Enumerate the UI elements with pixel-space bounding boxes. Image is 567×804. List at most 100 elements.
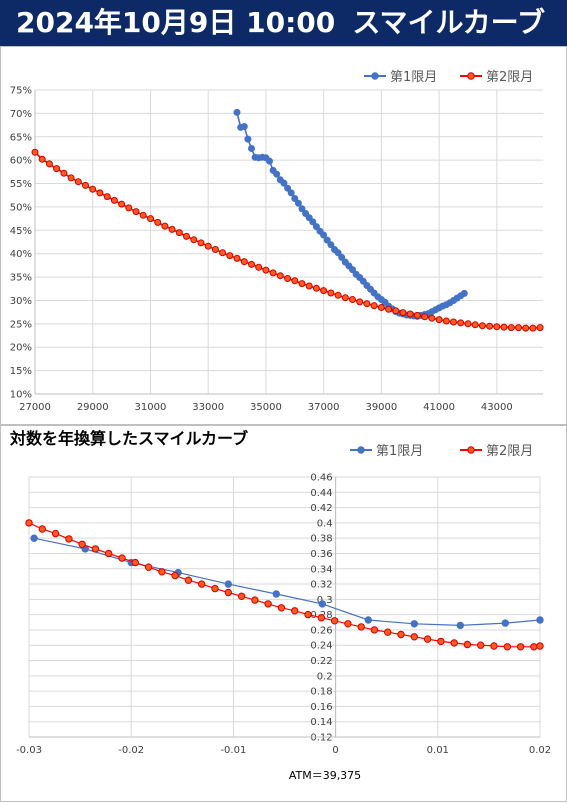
legend-marker bbox=[371, 72, 379, 80]
series-1-point bbox=[266, 157, 273, 165]
series-2-point bbox=[118, 554, 126, 562]
series-2-point bbox=[233, 254, 241, 262]
y-tick-label: 25% bbox=[10, 319, 32, 330]
series-2-point bbox=[413, 311, 421, 319]
series-2-point bbox=[251, 596, 259, 604]
y-tick-label: 70% bbox=[10, 109, 32, 120]
legend-label-1: 第1限月 bbox=[390, 70, 437, 85]
y-tick-label: 10% bbox=[10, 390, 32, 401]
series-2-point bbox=[463, 640, 472, 649]
y-tick-label: 0.46 bbox=[310, 473, 332, 484]
series-2-point bbox=[406, 310, 414, 318]
series-2-point bbox=[423, 635, 432, 643]
y-tick-label: 75% bbox=[10, 86, 32, 97]
series-2-point bbox=[171, 571, 179, 580]
series-2-point bbox=[60, 169, 68, 177]
series-1-point bbox=[240, 123, 248, 130]
series-1-point bbox=[536, 616, 544, 624]
series-1-point bbox=[30, 534, 38, 542]
series-2-point bbox=[457, 319, 465, 327]
smile-curve-chart: 27000 29000 31000 33000 35000 37000 39000 41000… bbox=[10, 70, 544, 413]
series-2-point bbox=[536, 324, 544, 332]
x-tick-label: 39000 bbox=[365, 402, 397, 413]
series-2-point bbox=[67, 174, 75, 182]
series-2-point bbox=[421, 313, 429, 321]
series-2-point bbox=[486, 322, 494, 330]
series-2-point bbox=[255, 263, 263, 271]
x-axis-label: ATM＝39,375 bbox=[289, 769, 361, 782]
series-2-point bbox=[304, 610, 312, 619]
y-tick-label: 0.26 bbox=[310, 625, 332, 636]
series-2-point bbox=[410, 633, 418, 641]
series-2-point bbox=[51, 529, 60, 538]
series-1-point bbox=[309, 218, 317, 226]
series-2-point bbox=[158, 568, 166, 576]
series-2-point bbox=[184, 576, 193, 584]
y-tick-label: 45% bbox=[10, 226, 32, 237]
series-line-2 bbox=[34, 151, 541, 329]
y-tick-label: 0.38 bbox=[310, 534, 332, 545]
series-2-point bbox=[349, 296, 356, 303]
series-2-point bbox=[168, 225, 176, 233]
series-line-2 bbox=[28, 522, 541, 648]
y-tick-label: 0.12 bbox=[310, 733, 332, 744]
header-title: スマイルカーブ bbox=[352, 6, 545, 39]
series-2-point bbox=[82, 181, 89, 189]
series-2-point bbox=[161, 222, 169, 230]
series-2-point bbox=[284, 275, 292, 282]
series-2-point bbox=[516, 643, 525, 651]
series-2-point bbox=[435, 316, 443, 324]
y-tick-label: 15% bbox=[10, 366, 32, 377]
series-2-point bbox=[428, 314, 436, 322]
series-2-point bbox=[211, 584, 219, 593]
series-2-point bbox=[31, 148, 39, 156]
series-1-point bbox=[327, 241, 335, 249]
series-2-point bbox=[198, 580, 206, 588]
series-2-point bbox=[344, 620, 352, 628]
series-2-point bbox=[370, 626, 379, 634]
series-2-point bbox=[262, 266, 270, 274]
series-1-point bbox=[501, 619, 509, 627]
series-2-point bbox=[175, 229, 183, 237]
series-2-point bbox=[91, 545, 100, 553]
series-1-point bbox=[284, 184, 292, 192]
series-2-point bbox=[224, 588, 233, 597]
series-2-point bbox=[78, 540, 86, 549]
series-2-point bbox=[385, 305, 393, 313]
series-2-point bbox=[147, 215, 154, 223]
series-2-point bbox=[363, 300, 371, 308]
series-2-point bbox=[65, 535, 73, 543]
x-tick-label: -0.02 bbox=[118, 745, 144, 756]
y-tick-label: 65% bbox=[10, 132, 32, 143]
series-2-point bbox=[38, 155, 46, 163]
series-2-point bbox=[53, 165, 61, 173]
series-2-point bbox=[291, 277, 299, 285]
series-1-point bbox=[287, 189, 295, 197]
series-2-point bbox=[298, 280, 306, 288]
x-tick-label: 0.01 bbox=[427, 745, 449, 756]
x-tick-label: 27000 bbox=[19, 402, 51, 413]
legend-label-2: 第2限月 bbox=[486, 444, 533, 459]
legend-label-2: 第2限月 bbox=[486, 70, 533, 85]
y-tick-label: 40% bbox=[10, 249, 32, 260]
series-2-point bbox=[529, 324, 537, 332]
series-2-point bbox=[276, 272, 284, 280]
series-2-point bbox=[530, 643, 538, 651]
series-2-point bbox=[477, 641, 485, 649]
series-2-point bbox=[536, 642, 544, 650]
series-2-point bbox=[397, 630, 405, 639]
series-2-point bbox=[74, 178, 82, 186]
series-1-point bbox=[244, 135, 252, 143]
series-1-point bbox=[224, 580, 233, 588]
y-tick-label: 60% bbox=[10, 156, 32, 167]
series-1-point bbox=[318, 600, 326, 608]
y-tick-label: 0.36 bbox=[310, 549, 332, 560]
series-1-point bbox=[294, 199, 302, 207]
y-tick-label: 0.2 bbox=[317, 671, 333, 682]
series-2-point bbox=[399, 309, 407, 317]
series-2-point bbox=[507, 324, 515, 332]
series-2-point bbox=[320, 287, 328, 295]
series-2-point bbox=[132, 208, 140, 216]
series-1-point bbox=[291, 195, 299, 202]
y-tick-label: 35% bbox=[10, 273, 32, 284]
